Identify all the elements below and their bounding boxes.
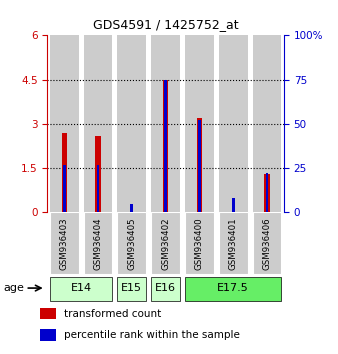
Bar — [163, 80, 168, 212]
Bar — [151, 278, 180, 301]
Bar — [185, 278, 282, 301]
Text: GSM936406: GSM936406 — [263, 217, 271, 270]
Text: GSM936405: GSM936405 — [127, 217, 136, 270]
Bar — [264, 174, 270, 212]
Bar — [197, 118, 202, 212]
Bar — [185, 35, 214, 212]
Bar — [84, 35, 113, 212]
Bar — [253, 212, 282, 274]
Text: GSM936401: GSM936401 — [229, 217, 238, 270]
Bar — [40, 329, 56, 341]
Bar — [185, 212, 214, 274]
Text: transformed count: transformed count — [64, 308, 161, 319]
Text: GSM936403: GSM936403 — [60, 217, 69, 270]
Text: E16: E16 — [155, 283, 176, 293]
Bar — [50, 212, 78, 274]
Bar — [232, 198, 235, 212]
Text: GSM936400: GSM936400 — [195, 217, 204, 270]
Bar — [151, 35, 180, 212]
Bar — [62, 133, 67, 212]
Bar — [118, 212, 146, 274]
Text: age: age — [3, 283, 24, 293]
Bar — [198, 120, 201, 212]
Text: GSM936402: GSM936402 — [161, 217, 170, 270]
Bar — [63, 165, 66, 212]
Bar — [219, 212, 247, 274]
Bar — [219, 35, 247, 212]
Bar — [130, 204, 133, 212]
Bar — [40, 308, 56, 319]
Text: E15: E15 — [121, 283, 142, 293]
Bar — [266, 173, 268, 212]
Text: percentile rank within the sample: percentile rank within the sample — [64, 330, 239, 340]
Bar — [96, 136, 101, 212]
Title: GDS4591 / 1425752_at: GDS4591 / 1425752_at — [93, 18, 238, 32]
Bar — [253, 35, 282, 212]
Bar — [97, 165, 99, 212]
Bar — [151, 212, 180, 274]
Bar — [84, 212, 113, 274]
Bar — [118, 35, 146, 212]
Bar — [50, 35, 78, 212]
Bar — [164, 80, 167, 212]
Bar — [118, 278, 146, 301]
Bar — [50, 278, 113, 301]
Text: E14: E14 — [71, 283, 92, 293]
Text: GSM936404: GSM936404 — [94, 217, 102, 270]
Text: E17.5: E17.5 — [217, 283, 249, 293]
